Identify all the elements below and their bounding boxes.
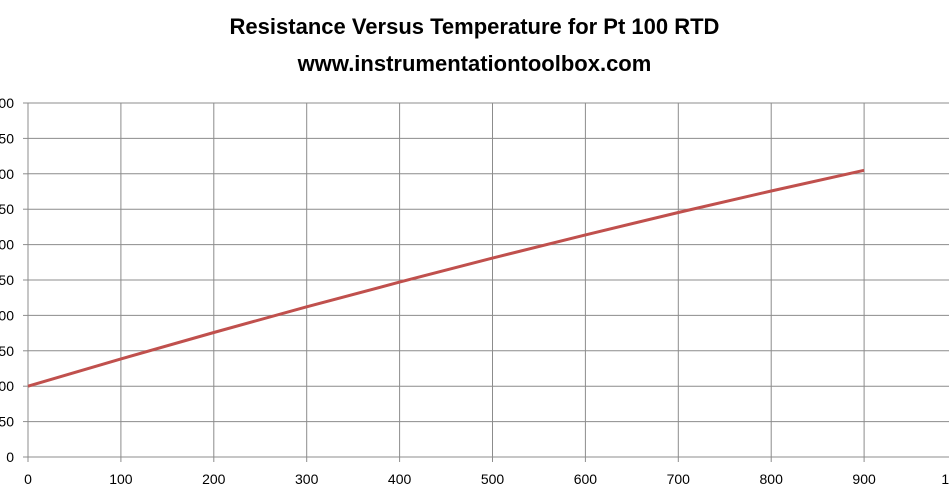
x-tick-label: 0: [24, 471, 32, 487]
y-tick-label: 350: [0, 201, 14, 217]
chart-subtitle: www.instrumentationtoolbox.com: [297, 51, 652, 76]
y-tick-label: 50: [0, 414, 14, 430]
series-line: [27, 168, 865, 388]
x-tick-label: 100: [109, 471, 133, 487]
y-tick-label: 300: [0, 237, 14, 253]
x-tick-label: 600: [574, 471, 598, 487]
y-tick-label: 450: [0, 130, 14, 146]
y-tick-label: 200: [0, 307, 14, 323]
x-tick-label: 400: [388, 471, 412, 487]
x-tick-label: 800: [760, 471, 784, 487]
y-tick-label: 400: [0, 166, 14, 182]
x-tick-label: 300: [295, 471, 319, 487]
y-tick-label: 500: [0, 95, 14, 111]
y-tick-label: 0: [6, 449, 14, 465]
y-tick-label: 150: [0, 343, 14, 359]
x-tick-label: 500: [481, 471, 505, 487]
x-tick-label: 700: [667, 471, 691, 487]
x-tick-label: 900: [852, 471, 876, 487]
x-tick-label: 200: [202, 471, 226, 487]
y-tick-label: 100: [0, 378, 14, 394]
chart-title: Resistance Versus Temperature for Pt 100…: [229, 14, 720, 39]
y-tick-label: 250: [0, 272, 14, 288]
x-tick-label: 1000: [941, 471, 949, 487]
